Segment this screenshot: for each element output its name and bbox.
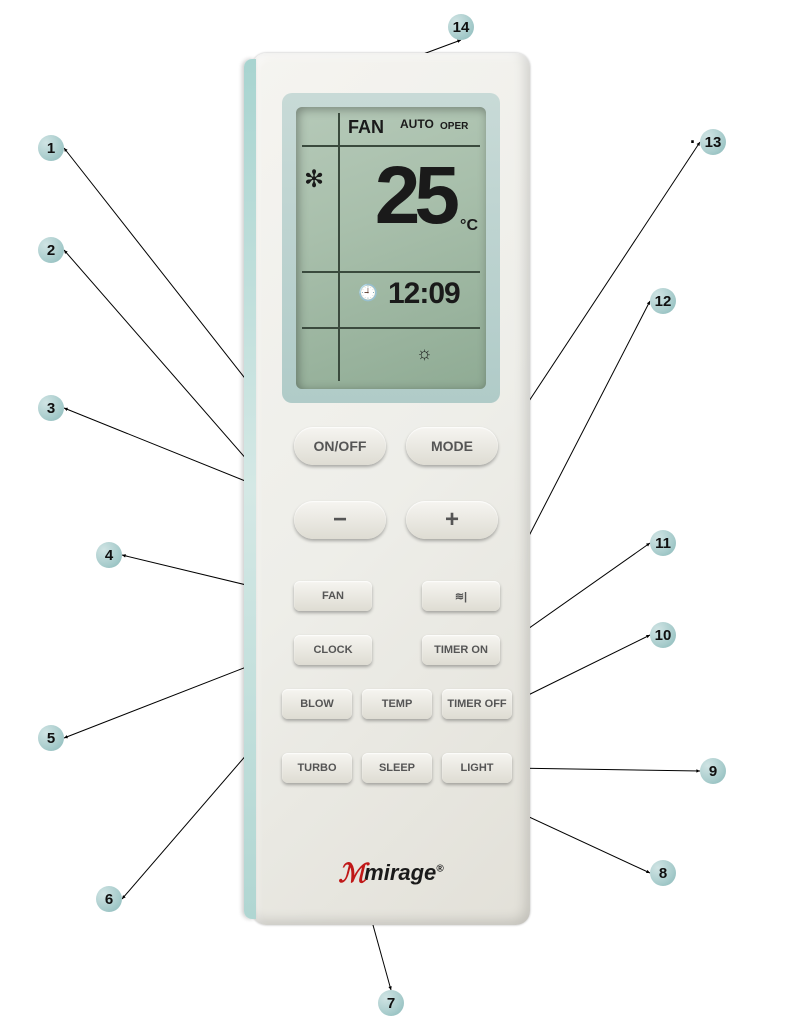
callout-14: 14	[448, 14, 474, 40]
lcd-fan-label: FAN	[348, 117, 384, 138]
lcd-frame: FAN AUTO OPER ✻ 25 °C 🕘 12:09 ☼	[282, 93, 500, 403]
lcd-temp-unit: °C	[460, 217, 478, 235]
callout-5: 5	[38, 725, 64, 751]
clock-button[interactable]: CLOCK	[294, 635, 372, 665]
callout-13: 13	[700, 129, 726, 155]
callout-8: 8	[650, 860, 676, 886]
remote-body: FAN AUTO OPER ✻ 25 °C 🕘 12:09 ☼ ℳmirage®…	[252, 53, 530, 925]
lcd-oper-label: OPER	[440, 121, 468, 132]
snowflake-icon: ✻	[304, 165, 324, 194]
callout-11: 11	[650, 530, 676, 556]
plus-button[interactable]: +	[406, 501, 498, 539]
light-button[interactable]: LIGHT	[442, 753, 512, 783]
brand-logo: ℳmirage®	[252, 856, 530, 887]
lcd-divider-v	[338, 113, 340, 381]
callout-10: 10	[650, 622, 676, 648]
brand-name: mirage	[364, 860, 436, 885]
timer-on-button[interactable]: TIMER ON	[422, 635, 500, 665]
callout-4: 4	[96, 542, 122, 568]
lcd-divider-h3	[302, 327, 480, 329]
callout-1: 1	[38, 135, 64, 161]
lcd-temp-value: 25	[375, 155, 454, 237]
callout-12: 12	[650, 288, 676, 314]
on-off-button[interactable]: ON/OFF	[294, 427, 386, 465]
light-icon: ☼	[416, 343, 433, 364]
blow-button[interactable]: BLOW	[282, 689, 352, 719]
lcd-auto-label: AUTO	[400, 117, 434, 131]
swing-button[interactable]: ≋|	[422, 581, 500, 611]
lcd-divider-h1	[302, 145, 480, 147]
callout-9: 9	[700, 758, 726, 784]
clock-icon: 🕘	[358, 283, 378, 303]
brand-trademark-icon: ®	[436, 864, 443, 875]
brand-logo-mark: ℳ	[338, 858, 366, 889]
callout-7: 7	[378, 990, 404, 1016]
temp-button[interactable]: TEMP	[362, 689, 432, 719]
callout-6: 6	[96, 886, 122, 912]
remote-side-strip	[244, 59, 256, 919]
fan-button[interactable]: FAN	[294, 581, 372, 611]
minus-button[interactable]: −	[294, 501, 386, 539]
mode-button[interactable]: MODE	[406, 427, 498, 465]
sleep-button[interactable]: SLEEP	[362, 753, 432, 783]
lcd-screen: FAN AUTO OPER ✻ 25 °C 🕘 12:09 ☼	[296, 107, 486, 389]
lcd-divider-h2	[302, 271, 480, 273]
turbo-button[interactable]: TURBO	[282, 753, 352, 783]
timer-off-button[interactable]: TIMER OFF	[442, 689, 512, 719]
callout-2: 2	[38, 237, 64, 263]
callout-3: 3	[38, 395, 64, 421]
lcd-clock-value: 12:09	[388, 277, 460, 311]
